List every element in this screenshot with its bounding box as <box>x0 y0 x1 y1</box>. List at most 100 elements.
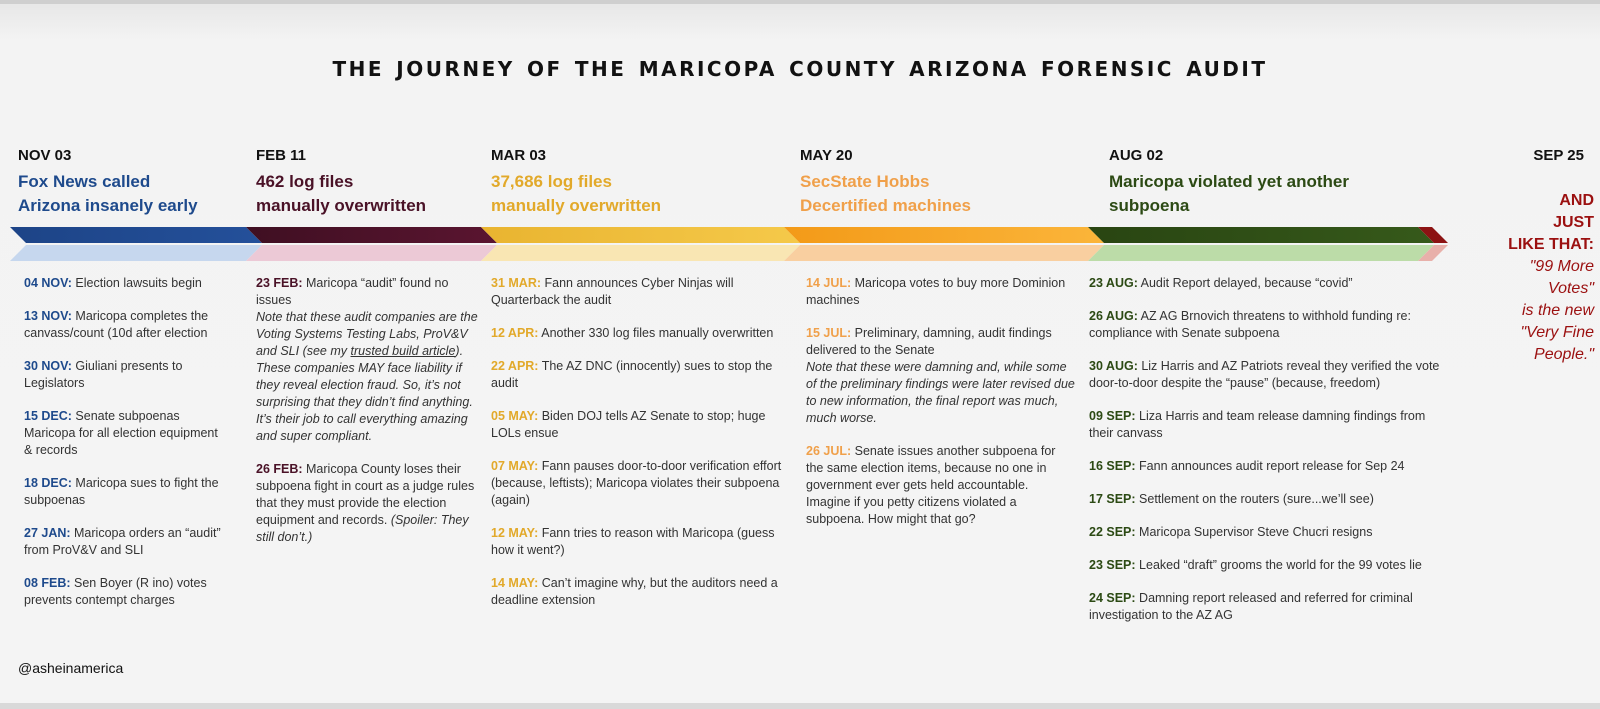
milestone-line: subpoena <box>1109 196 1190 215</box>
event-item: 12 MAY: Fann tries to reason with Marico… <box>491 525 783 559</box>
event-item: 12 APR: Another 330 log files manually o… <box>491 325 783 342</box>
trusted-build-article-link[interactable]: trusted build article <box>350 344 456 358</box>
final-milestone: AND JUST LIKE THAT: "99 More Votes" is t… <box>1454 190 1594 366</box>
milestone-line: Decertified machines <box>800 196 972 215</box>
milestone-date: NOV 03 <box>18 147 72 164</box>
page-title: The Journey of the Maricopa County Arizo… <box>332 50 1268 83</box>
event-item: 05 MAY: Biden DOJ tells AZ Senate to sto… <box>491 408 783 442</box>
event-item: 15 JUL: Preliminary, damning, audit find… <box>806 325 1076 427</box>
final-quote: People." <box>1534 346 1594 363</box>
event-text: Fann tries to reason with Maricopa (gues… <box>491 526 775 557</box>
event-date: 12 APR: <box>491 326 539 340</box>
event-date: 18 DEC: <box>24 476 72 490</box>
events-column-aug: 23 AUG: Audit Report delayed, because “c… <box>1089 275 1449 640</box>
event-date: 07 MAY: <box>491 459 539 473</box>
event-date: 12 MAY: <box>491 526 539 540</box>
author-handle: @asheinamerica <box>18 660 124 676</box>
event-date: 05 MAY: <box>491 409 539 423</box>
event-text: Maricopa County loses their subpoena fig… <box>256 462 475 527</box>
event-text: Giuliani presents to Legislators <box>24 359 183 390</box>
final-quote: Votes" <box>1548 280 1594 297</box>
milestone-desc: 37,686 log files manually overwritten <box>491 170 661 218</box>
milestone-feb: FEB 11 462 log files manually overwritte… <box>256 147 426 218</box>
event-item: 23 AUG: Audit Report delayed, because “c… <box>1089 275 1449 292</box>
milestone-desc: SecState Hobbs Decertified machines <box>800 170 971 218</box>
event-date: 04 NOV: <box>24 276 72 290</box>
event-item: 15 DEC: Senate subpoenas Maricopa for al… <box>24 408 224 459</box>
event-item: 23 SEP: Leaked “draft” grooms the world … <box>1089 557 1449 574</box>
band-segment-aug-bottom <box>1088 245 1434 261</box>
final-line: AND <box>1559 192 1594 209</box>
event-text: Senate subpoenas Maricopa for all electi… <box>24 409 218 457</box>
event-date: 24 SEP: <box>1089 591 1136 605</box>
event-item: 24 SEP: Damning report released and refe… <box>1089 590 1449 624</box>
event-text: Maricopa votes to buy more Dominion mach… <box>806 276 1066 307</box>
event-item: 31 MAR: Fann announces Cyber Ninjas will… <box>491 275 783 309</box>
event-item: 30 NOV: Giuliani presents to Legislators <box>24 358 224 392</box>
event-item: 22 SEP: Maricopa Supervisor Steve Chucri… <box>1089 524 1449 541</box>
milestone-line: Fox News called <box>18 172 151 191</box>
event-text: Preliminary, damning, audit findings del… <box>806 326 1052 357</box>
event-item: 14 JUL: Maricopa votes to buy more Domin… <box>806 275 1076 309</box>
event-text: Liza Harris and team release damning fin… <box>1089 409 1426 440</box>
band-segment-nov-top <box>10 227 262 243</box>
note-text: ). These companies MAY face liability if… <box>256 344 473 443</box>
event-text: Maricopa orders an “audit” from ProV&V a… <box>24 526 221 557</box>
milestone-mar: MAR 03 37,686 log files manually overwri… <box>491 147 661 218</box>
event-note: Note that these audit companies are the … <box>256 310 478 443</box>
event-item: 26 JUL: Senate issues another subpoena f… <box>806 443 1076 528</box>
band-segment-may-top <box>784 227 1104 243</box>
event-text: Maricopa Supervisor Steve Chucri resigns <box>1135 525 1373 539</box>
event-text: Audit Report delayed, because “covid” <box>1137 276 1353 290</box>
note-text: Note that these audit companies are the … <box>256 310 478 358</box>
band-segment-mar-bottom <box>481 245 800 261</box>
event-text: Election lawsuits begin <box>71 276 202 290</box>
event-date: 16 SEP: <box>1089 459 1136 473</box>
event-date: 23 SEP: <box>1089 558 1136 572</box>
milestone-date: AUG 02 <box>1109 147 1164 164</box>
timeline-arrow-band <box>10 227 1448 261</box>
milestone-line: 462 log files <box>256 172 354 191</box>
event-date: 31 MAR: <box>491 276 542 290</box>
event-date: 13 NOV: <box>24 309 72 323</box>
band-segment-may-bottom <box>784 245 1104 261</box>
milestone-date: FEB 11 <box>256 147 307 164</box>
event-text: Fann announces Cyber Ninjas will Quarter… <box>491 276 734 307</box>
event-date: 26 JUL: <box>806 444 852 458</box>
band-segment-aug-top <box>1088 227 1434 243</box>
event-item: 14 MAY: Can’t imagine why, but the audit… <box>491 575 783 609</box>
event-date: 22 SEP: <box>1089 525 1136 539</box>
event-text: Leaked “draft” grooms the world for the … <box>1135 558 1422 572</box>
event-item: 13 NOV: Maricopa completes the canvass/c… <box>24 308 224 342</box>
milestone-date: MAR 03 <box>491 147 547 164</box>
event-text: The AZ DNC (innocently) sues to stop the… <box>491 359 773 390</box>
final-quote: is the new <box>1521 302 1594 319</box>
event-text: Settlement on the routers (sure...we’ll … <box>1135 492 1374 506</box>
event-date: 26 AUG: <box>1089 309 1138 323</box>
event-item: 04 NOV: Election lawsuits begin <box>24 275 224 292</box>
band-segment-feb-top <box>246 227 497 243</box>
final-milestone-date: SEP 25 <box>1533 147 1584 164</box>
event-note: (Spoiler: They still don’t.) <box>256 513 469 544</box>
events-column-nov: 04 NOV: Election lawsuits begin 13 NOV: … <box>24 275 224 625</box>
event-item: 22 APR: The AZ DNC (innocently) sues to … <box>491 358 783 392</box>
band-segment-nov-bottom <box>10 245 262 261</box>
event-note: Note that these were damning and, while … <box>806 360 1075 425</box>
milestone-date: MAY 20 <box>800 147 853 164</box>
event-text: Maricopa “audit” found no issues <box>256 276 449 307</box>
event-date: 27 JAN: <box>24 526 71 540</box>
event-text: AZ AG Brnovich threatens to withhold fun… <box>1089 309 1411 340</box>
event-date: 22 APR: <box>491 359 539 373</box>
milestone-nov: NOV 03 Fox News called Arizona insanely … <box>18 147 198 218</box>
event-date: 14 MAY: <box>491 576 539 590</box>
bottom-border <box>0 703 1600 709</box>
event-date: 08 FEB: <box>24 576 71 590</box>
milestone-line: Maricopa violated yet another <box>1109 172 1349 191</box>
event-text: Liz Harris and AZ Patriots reveal they v… <box>1089 359 1440 390</box>
final-line: LIKE THAT: <box>1508 236 1594 253</box>
event-text: Senate issues another subpoena for the s… <box>806 444 1056 526</box>
event-item: 17 SEP: Settlement on the routers (sure.… <box>1089 491 1449 508</box>
milestone-may: MAY 20 SecState Hobbs Decertified machin… <box>800 147 971 218</box>
event-date: 15 JUL: <box>806 326 852 340</box>
event-text: Fann announces audit report release for … <box>1135 459 1405 473</box>
